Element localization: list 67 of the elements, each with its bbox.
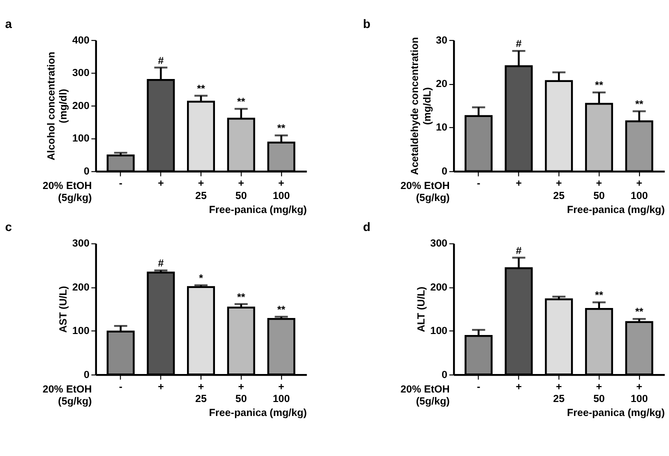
x-tick-label: - <box>476 382 481 393</box>
x-axis-title: Free-panica (mg/kg) <box>209 204 307 216</box>
x-tick-label: + 50 <box>235 382 248 406</box>
x-tick-label: + 25 <box>195 382 207 406</box>
y-tick-label: 10 <box>436 122 448 134</box>
x-tick-label: + <box>516 382 522 393</box>
y-tick-label: 300 <box>72 238 90 250</box>
y-tick-label: 0 <box>442 370 448 381</box>
text: 20% EtOH (5g/kg) <box>400 180 450 204</box>
y-tick-label: 200 <box>72 100 90 112</box>
annotation: ** <box>595 290 604 302</box>
annotation: ** <box>237 292 246 304</box>
y-axis-title: Alcohol concentration (mg/dl) <box>46 52 70 160</box>
chart-title: d <box>363 220 370 234</box>
annotation: ** <box>277 305 286 316</box>
annotation: # <box>158 56 164 67</box>
annotation: ** <box>277 124 286 135</box>
x-tick-label: + 50 <box>235 178 248 202</box>
y-axis-title: Acetaldehyde concentration (mg/dL) <box>410 37 434 175</box>
x-tick-label: + 100 <box>272 382 290 406</box>
annotation: ** <box>237 97 246 108</box>
y-tick-label: 0 <box>84 370 90 381</box>
y-tick-label: 400 <box>72 35 90 46</box>
annotation: ** <box>635 307 644 318</box>
y-tick-label: 30 <box>436 35 448 46</box>
y-tick-label: 100 <box>430 326 448 338</box>
x-tick-label: + <box>158 178 164 190</box>
x-tick-label: + <box>158 382 164 393</box>
annotation: * <box>198 274 203 285</box>
annotation: ** <box>635 100 644 110</box>
y-axis-title: ALT (U/L) <box>416 286 428 332</box>
x-tick-label: + 100 <box>272 178 290 202</box>
y-tick-label: 0 <box>84 166 90 178</box>
x-tick-label: + 100 <box>630 382 648 406</box>
x-tick-label: - <box>118 178 123 190</box>
x-tick-label: + <box>516 178 522 190</box>
y-tick-label: 300 <box>72 68 90 80</box>
y-tick-label: 200 <box>72 282 90 294</box>
x-axis-title: Free-panica (mg/kg) <box>209 408 307 420</box>
chart-title: a <box>5 16 12 31</box>
x-tick-label: + 25 <box>553 178 565 202</box>
x-axis-title: Free-panica (mg/kg) <box>566 204 665 216</box>
y-tick-label: 100 <box>72 326 90 338</box>
text: 20% EtOH (5g/kg) <box>400 384 450 408</box>
annotation: # <box>158 258 164 270</box>
annotation: ** <box>595 80 604 92</box>
y-tick-label: 20 <box>436 78 448 90</box>
chart-title: c <box>5 220 12 234</box>
text: 20% EtOH (5g/kg) <box>42 384 92 408</box>
x-tick-label: + 25 <box>553 382 565 406</box>
x-tick-label: + 25 <box>195 178 207 202</box>
y-tick-label: 300 <box>430 238 448 250</box>
y-tick-label: 100 <box>72 134 90 145</box>
text: 20% EtOH (5g/kg) <box>42 180 92 204</box>
annotation: # <box>516 246 522 257</box>
x-tick-label: - <box>476 178 481 190</box>
annotation: # <box>516 39 522 50</box>
y-axis-title: AST (U/L) <box>58 286 70 333</box>
y-tick-label: 0 <box>442 166 448 178</box>
y-tick-label: 200 <box>430 282 448 294</box>
x-axis-title: Free-panica (mg/kg) <box>566 408 665 420</box>
x-tick-label: + 50 <box>593 178 606 202</box>
x-tick-label: - <box>118 382 123 393</box>
x-tick-label: + 50 <box>593 382 606 406</box>
chart-title: b <box>363 16 370 31</box>
x-tick-label: + 100 <box>630 178 648 202</box>
annotation: ** <box>196 84 205 95</box>
